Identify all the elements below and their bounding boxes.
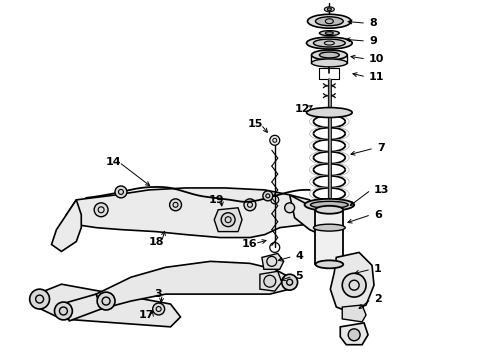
Circle shape — [94, 203, 108, 217]
Polygon shape — [342, 305, 366, 322]
Circle shape — [244, 199, 256, 211]
Text: 18: 18 — [149, 237, 164, 247]
Circle shape — [264, 275, 276, 287]
Ellipse shape — [311, 201, 348, 208]
Text: 13: 13 — [374, 185, 390, 195]
Circle shape — [97, 292, 115, 310]
Text: 3: 3 — [155, 289, 162, 299]
Circle shape — [170, 199, 181, 211]
Text: 4: 4 — [295, 251, 303, 261]
Circle shape — [30, 289, 49, 309]
Ellipse shape — [307, 37, 352, 49]
Ellipse shape — [316, 206, 343, 214]
Ellipse shape — [324, 7, 334, 12]
Text: 2: 2 — [374, 294, 382, 304]
Circle shape — [263, 191, 273, 201]
Circle shape — [282, 274, 297, 290]
Text: 5: 5 — [295, 271, 303, 281]
Text: 14: 14 — [106, 157, 122, 167]
Ellipse shape — [319, 31, 339, 36]
Polygon shape — [260, 271, 282, 291]
Text: 19: 19 — [208, 195, 224, 205]
Polygon shape — [51, 200, 81, 251]
Ellipse shape — [314, 39, 345, 47]
Text: 11: 11 — [369, 72, 385, 82]
Ellipse shape — [308, 14, 351, 28]
Text: 12: 12 — [294, 104, 310, 113]
Text: 7: 7 — [377, 143, 385, 153]
Circle shape — [115, 186, 127, 198]
Text: 17: 17 — [139, 310, 154, 320]
Polygon shape — [330, 252, 374, 312]
Polygon shape — [262, 253, 284, 269]
Text: 1: 1 — [374, 264, 382, 274]
Circle shape — [342, 273, 366, 297]
Circle shape — [54, 302, 73, 320]
Polygon shape — [61, 294, 101, 321]
Text: 16: 16 — [242, 239, 258, 248]
Circle shape — [348, 329, 360, 341]
Text: 10: 10 — [369, 54, 385, 64]
Text: 8: 8 — [369, 18, 377, 28]
Polygon shape — [340, 323, 368, 345]
Ellipse shape — [327, 8, 331, 11]
Circle shape — [221, 213, 235, 227]
Polygon shape — [290, 195, 337, 238]
Ellipse shape — [319, 52, 339, 58]
Circle shape — [153, 303, 165, 315]
Polygon shape — [96, 261, 290, 309]
Text: 9: 9 — [369, 36, 377, 46]
Ellipse shape — [314, 224, 345, 231]
Circle shape — [285, 203, 294, 213]
Polygon shape — [214, 208, 242, 231]
Text: 6: 6 — [374, 210, 382, 220]
Ellipse shape — [312, 50, 347, 60]
Polygon shape — [316, 210, 343, 264]
Ellipse shape — [307, 108, 352, 117]
Polygon shape — [37, 284, 180, 327]
Ellipse shape — [316, 260, 343, 268]
Circle shape — [270, 135, 280, 145]
Ellipse shape — [305, 199, 354, 211]
Ellipse shape — [325, 32, 333, 35]
Polygon shape — [66, 188, 318, 238]
Text: 15: 15 — [248, 120, 263, 130]
Ellipse shape — [312, 59, 347, 67]
Ellipse shape — [316, 17, 343, 26]
